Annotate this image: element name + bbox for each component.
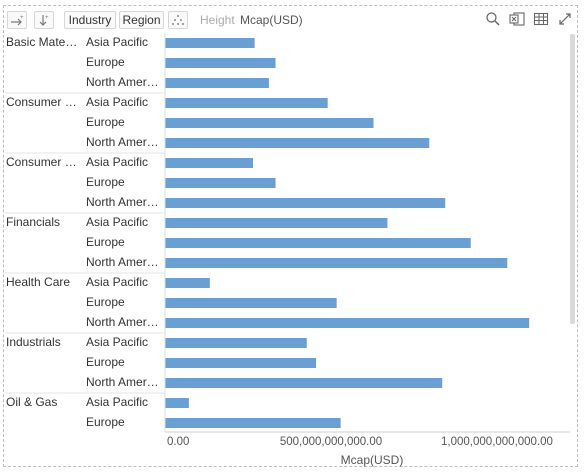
bar[interactable] [165,278,210,288]
size-by-label: Height [200,13,235,27]
bars [165,38,530,428]
chart-frame [3,5,578,467]
region-label[interactable]: Europe [86,355,125,369]
svg-text:+: + [45,15,49,21]
bar[interactable] [165,38,255,48]
region-label[interactable]: Europe [86,295,125,309]
region-label[interactable]: North Amer… [86,255,159,269]
region-label[interactable]: Asia Pacific [86,275,148,289]
industry-label[interactable]: Health Care [6,275,70,289]
toolbar: + + Industry Region Height Mcap(USD) [0,0,584,34]
region-label[interactable]: Asia Pacific [86,155,148,169]
bar[interactable] [165,58,276,68]
industry-labels: Basic Mate… Consumer … Consumer … Financial… [6,35,77,409]
industry-label[interactable]: Financials [6,215,60,229]
region-label[interactable]: Europe [86,175,125,189]
excel-export-icon[interactable] [509,11,525,27]
bar[interactable] [165,258,508,268]
x-tick-label: 1,000,000,000,000.00 [441,436,553,448]
bar[interactable] [165,158,253,168]
region-label[interactable]: Asia Pacific [86,395,148,409]
row-separators [5,92,165,394]
region-label[interactable]: Asia Pacific [86,215,148,229]
region-label[interactable]: North Amer… [86,135,159,149]
region-label[interactable]: Asia Pacific [86,35,148,49]
industry-label[interactable]: Basic Mate… [6,35,77,49]
bar[interactable] [165,318,530,328]
region-label[interactable]: Europe [86,235,125,249]
sort-order-icon: + [39,15,49,26]
svg-text:+: + [20,15,24,21]
sort-axis-button[interactable]: + [7,11,27,29]
bar[interactable] [165,78,269,88]
industry-label[interactable]: Industrials [6,335,61,349]
scatter-icon [172,15,184,25]
search-icon[interactable] [485,11,501,27]
region-label[interactable]: North Amer… [86,375,159,389]
bar[interactable] [165,218,388,228]
bar[interactable] [165,378,443,388]
bar[interactable] [165,398,189,408]
industry-label[interactable]: Consumer … [6,95,77,109]
region-label[interactable]: North Amer… [86,195,159,209]
industry-label[interactable]: Consumer … [6,155,77,169]
region-label[interactable]: Europe [86,415,125,429]
x-axis-title: Mcap(USD) [341,453,404,467]
scatter-button[interactable] [168,11,188,29]
vertical-scrollbar[interactable] [570,34,575,324]
x-tick-label: 0.00 [167,436,189,448]
x-ticks: 0.00 500,000,000,000.00 1,000,000,000,000.… [167,436,553,448]
region-label[interactable]: Europe [86,115,125,129]
bar[interactable] [165,118,374,128]
sort-order-button[interactable]: + [34,11,54,29]
region-label[interactable]: North Amer… [86,75,159,89]
bar[interactable] [165,338,307,348]
industry-label[interactable]: Oil & Gas [6,395,57,409]
region-label[interactable]: North Amer… [86,315,159,329]
bar[interactable] [165,358,317,368]
bar[interactable] [165,238,471,248]
table-view-icon[interactable] [533,11,549,27]
region-labels: Asia Pacific Europe North Amer… Asia Pacifi… [86,35,159,429]
x-tick-label: 500,000,000,000.00 [280,436,382,448]
bar[interactable] [165,418,341,428]
bar[interactable] [165,138,430,148]
bar[interactable] [165,98,328,108]
region-label[interactable]: Asia Pacific [86,335,148,349]
bar[interactable] [165,298,337,308]
bar[interactable] [165,198,446,208]
industry-button[interactable]: Industry [64,11,116,29]
sort-axis-icon: + [11,15,24,26]
region-label[interactable]: Europe [86,55,125,69]
expand-icon[interactable] [557,11,573,27]
region-button[interactable]: Region [119,11,164,29]
region-label[interactable]: Asia Pacific [86,95,148,109]
size-by-value[interactable]: Mcap(USD) [240,13,303,27]
bar[interactable] [165,178,276,188]
